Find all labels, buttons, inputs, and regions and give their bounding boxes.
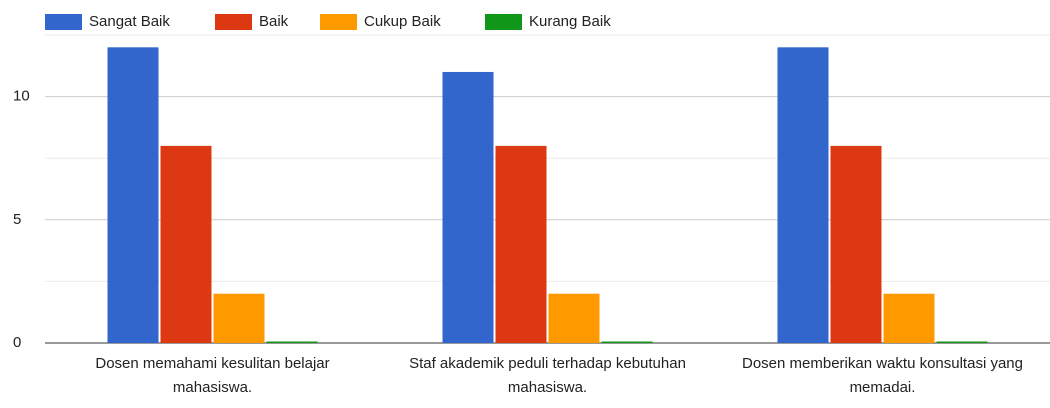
- legend-swatch: [320, 14, 357, 30]
- x-tick-label: Dosen memahami kesulitan belajar mahasis…: [95, 355, 330, 396]
- y-tick-label: 5: [13, 211, 21, 228]
- legend-swatch: [215, 14, 252, 30]
- bar: [548, 293, 600, 343]
- y-tick-label: 10: [13, 88, 30, 105]
- y-tick-label: 0: [13, 334, 21, 351]
- x-tick-label: Dosen memberikan waktu konsultasi yang m…: [742, 355, 1023, 396]
- bar: [107, 47, 159, 343]
- bar: [266, 341, 318, 343]
- bar: [830, 145, 882, 343]
- bar: [777, 47, 829, 343]
- x-tick-label: Staf akademik peduli terhadap kebutuhan …: [409, 355, 686, 396]
- legend-swatch: [485, 14, 522, 30]
- bar: [883, 293, 935, 343]
- legend-label: Sangat Baik: [89, 13, 170, 30]
- legend-label: Baik: [259, 13, 289, 30]
- legend-label: Cukup Baik: [364, 13, 441, 30]
- bar: [442, 71, 494, 344]
- legend-swatch: [45, 14, 82, 30]
- bar: [213, 293, 265, 343]
- bar: [601, 341, 653, 343]
- bar: [936, 341, 988, 343]
- bar: [495, 145, 547, 343]
- legend-label: Kurang Baik: [529, 13, 611, 30]
- bar: [160, 145, 212, 343]
